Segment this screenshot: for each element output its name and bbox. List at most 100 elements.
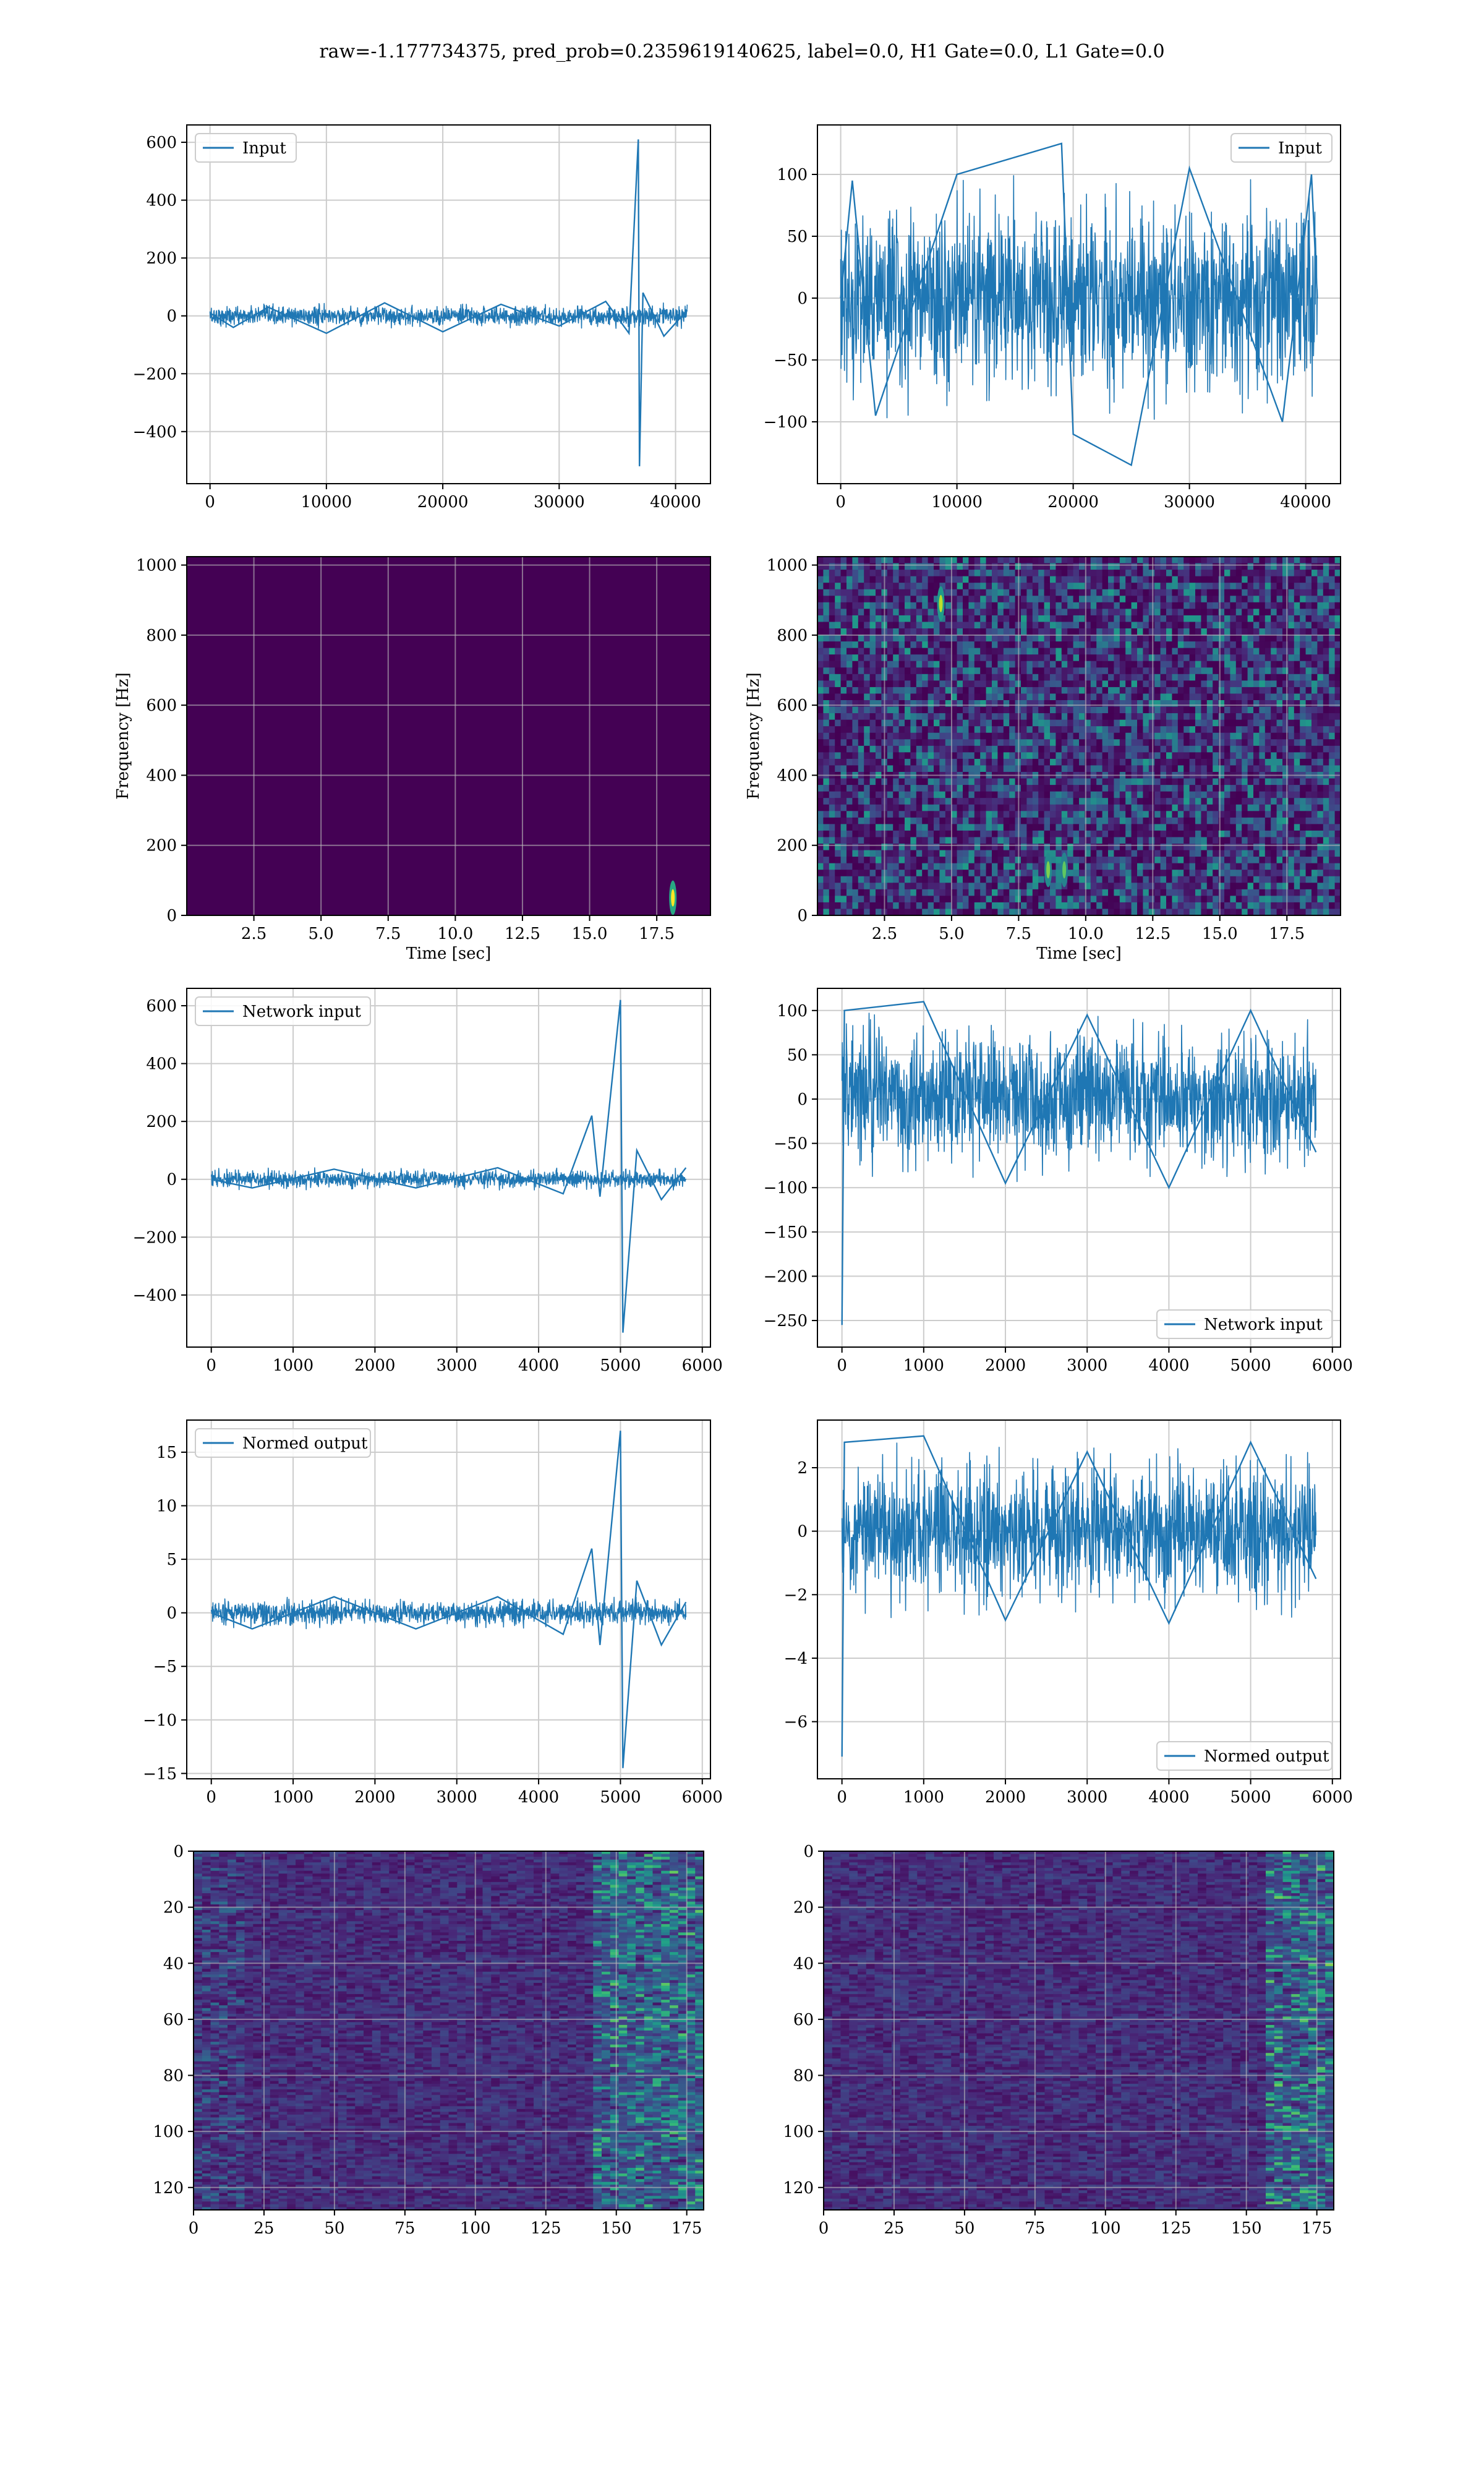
heatmap-cell	[817, 576, 824, 583]
heatmap-cell	[1247, 857, 1254, 864]
heatmap-cell	[1148, 765, 1155, 773]
heatmap-cell	[1230, 745, 1237, 753]
heatmap-cell	[974, 896, 981, 903]
heatmap-cell	[1044, 844, 1051, 851]
heatmap-cell	[980, 583, 987, 590]
heatmap-cell	[1079, 563, 1085, 570]
heatmap-cell	[1294, 576, 1300, 583]
heatmap-cell	[916, 811, 923, 818]
heatmap-cell	[1201, 693, 1208, 701]
heatmap-cell	[835, 791, 842, 798]
heatmap-cell	[1177, 557, 1184, 564]
heatmap-cell	[1160, 850, 1167, 857]
heatmap-cell	[846, 706, 853, 714]
heatmap-cell	[1311, 713, 1318, 721]
heatmap-cell	[1189, 752, 1196, 760]
heatmap-cell	[1224, 811, 1230, 818]
heatmap-cell	[1131, 791, 1138, 798]
heatmap-cell	[1119, 896, 1126, 903]
heatmap-cell	[910, 791, 917, 798]
heatmap-cell	[1282, 596, 1289, 603]
heatmap-cell	[817, 693, 824, 701]
heatmap-cell	[1264, 576, 1271, 583]
heatmap-cell	[1201, 615, 1208, 622]
heatmap-cell	[992, 817, 998, 824]
heatmap-cell	[1294, 563, 1300, 570]
heatmap-cell	[846, 693, 853, 701]
legend: Input	[195, 133, 297, 163]
heatmap-cell	[974, 576, 981, 583]
heatmap-cell	[1242, 857, 1248, 864]
heatmap-cell	[1242, 674, 1248, 681]
heatmap-cell	[916, 830, 923, 837]
heatmap-cell	[1009, 557, 1016, 564]
heatmap-cell	[1009, 863, 1016, 870]
heatmap-cell	[916, 680, 923, 688]
heatmap-cell	[1026, 804, 1033, 811]
heatmap-cell	[1003, 758, 1010, 766]
heatmap-cell	[1026, 745, 1033, 753]
heatmap-cell	[835, 680, 842, 688]
heatmap-cell	[939, 765, 946, 773]
heatmap-cell	[939, 896, 946, 903]
heatmap-cell	[864, 687, 871, 694]
heatmap-cell	[823, 589, 830, 596]
heatmap-cell	[1213, 778, 1219, 785]
heatmap-cell	[1317, 693, 1324, 701]
heatmap-cell	[1334, 870, 1341, 877]
heatmap-cell	[1044, 661, 1051, 668]
heatmap-cell	[1032, 680, 1039, 688]
heatmap-cell	[898, 602, 905, 609]
heatmap-cell	[846, 765, 853, 773]
heatmap-cell	[1154, 589, 1161, 596]
heatmap-cell	[1271, 752, 1277, 760]
heatmap-cell	[1177, 745, 1184, 753]
heatmap-cell	[1114, 824, 1120, 831]
heatmap-cell	[1067, 830, 1074, 837]
heatmap-cell	[1247, 693, 1254, 701]
heatmap-cell	[898, 830, 905, 837]
heatmap-cell	[1009, 615, 1016, 622]
heatmap-cell	[840, 713, 847, 721]
heatmap-cell	[1085, 824, 1091, 831]
heatmap-cell	[974, 876, 981, 883]
heatmap-cell	[1213, 817, 1219, 824]
heatmap-cell	[945, 602, 952, 609]
heatmap-cell	[968, 811, 975, 818]
heatmap-cell	[1271, 648, 1277, 655]
heatmap-cell	[1108, 706, 1114, 714]
heatmap-cell	[1026, 850, 1033, 857]
heatmap-cell	[1300, 654, 1307, 662]
heatmap-cell	[1090, 706, 1097, 714]
heatmap-cell	[992, 804, 998, 811]
heatmap-cell	[957, 752, 963, 760]
heatmap-cell	[1242, 589, 1248, 596]
heatmap-cell	[1195, 765, 1201, 773]
heatmap-cell	[1160, 837, 1167, 844]
heatmap-cell	[1079, 883, 1085, 890]
heatmap-cell	[840, 680, 847, 688]
heatmap-cell	[922, 609, 929, 616]
heatmap-cell	[1253, 583, 1260, 590]
heatmap-cell	[974, 570, 981, 577]
x-tick-label: 20000	[417, 493, 469, 511]
heatmap-cell	[898, 863, 905, 870]
heatmap-cell	[1189, 628, 1196, 636]
heatmap-cell	[922, 785, 929, 792]
heatmap-cell	[1067, 778, 1074, 785]
heatmap-cell	[1079, 615, 1085, 622]
heatmap-cell	[1090, 609, 1097, 616]
heatmap-cell	[1154, 667, 1161, 675]
heatmap-cell	[1172, 661, 1179, 668]
heatmap-cell	[1334, 602, 1341, 609]
heatmap-cell	[829, 902, 835, 909]
heatmap-cell	[980, 791, 987, 798]
heatmap-cell	[1160, 896, 1167, 903]
heatmap-cell	[1096, 870, 1103, 877]
heatmap-cell	[869, 713, 876, 721]
heatmap-cell	[1213, 628, 1219, 636]
heatmap-cell	[1154, 778, 1161, 785]
heatmap-cell	[1021, 817, 1027, 824]
heatmap-cell	[1183, 830, 1190, 837]
heatmap-cell	[1195, 648, 1201, 655]
